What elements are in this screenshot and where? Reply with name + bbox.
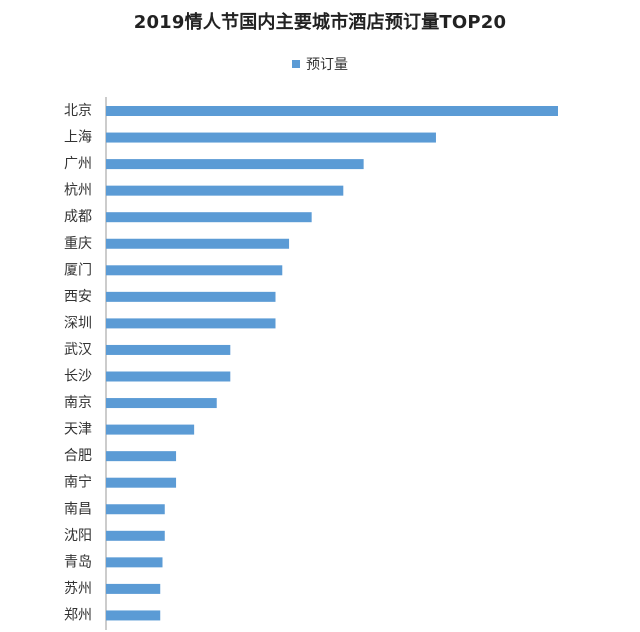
bar xyxy=(106,344,231,355)
bar xyxy=(106,371,231,382)
category-label: 南宁 xyxy=(64,474,92,491)
category-label: 天津 xyxy=(64,422,92,438)
category-label: 青岛 xyxy=(64,554,92,570)
bar xyxy=(106,424,195,435)
bar xyxy=(106,610,161,621)
legend-label: 预订量 xyxy=(306,57,348,73)
category-label: 西安 xyxy=(64,289,92,305)
bar xyxy=(106,212,312,223)
category-label: 长沙 xyxy=(64,369,92,385)
category-label: 北京 xyxy=(64,103,92,119)
category-label: 杭州 xyxy=(64,183,92,199)
bar xyxy=(106,451,177,462)
category-label: 沈阳 xyxy=(64,528,92,544)
category-label: 深圳 xyxy=(64,315,92,331)
legend: 预订量 xyxy=(0,54,640,74)
category-label: 苏州 xyxy=(64,581,92,597)
bar xyxy=(106,504,165,515)
category-label: 成都 xyxy=(64,209,92,225)
bar xyxy=(106,106,558,116)
legend-swatch xyxy=(292,60,300,68)
category-label: 厦门 xyxy=(64,262,92,278)
bar xyxy=(106,291,276,302)
bar xyxy=(106,477,177,488)
category-label: 合肥 xyxy=(64,448,92,464)
bar xyxy=(106,583,161,594)
category-label: 南京 xyxy=(64,395,92,411)
category-label: 武汉 xyxy=(64,342,92,358)
bars xyxy=(106,106,558,621)
bar xyxy=(106,530,165,541)
bar xyxy=(106,238,290,249)
bar xyxy=(106,398,217,409)
bar xyxy=(106,159,364,170)
category-label: 广州 xyxy=(64,156,92,172)
bar xyxy=(106,132,436,143)
category-label: 郑州 xyxy=(64,607,92,623)
bar xyxy=(106,557,163,568)
category-label: 南昌 xyxy=(64,501,92,517)
category-label: 上海 xyxy=(64,130,92,146)
chart-title: 2019情人节国内主要城市酒店预订量TOP20 xyxy=(133,12,507,33)
bar xyxy=(106,265,283,276)
bar xyxy=(106,185,344,196)
bar xyxy=(106,318,276,329)
category-label: 重庆 xyxy=(64,236,92,252)
